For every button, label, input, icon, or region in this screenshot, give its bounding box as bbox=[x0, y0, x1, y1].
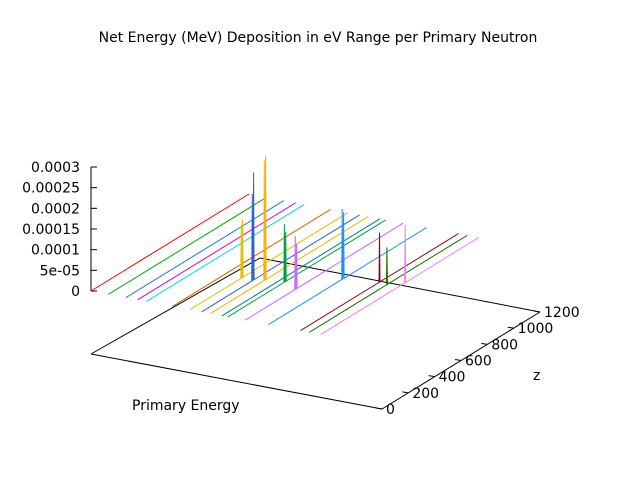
y-tick-mark bbox=[454, 359, 462, 361]
z-tick-label: 5e-05 bbox=[40, 263, 80, 279]
z-tick-label: 0 bbox=[71, 284, 80, 300]
y-tick-mark bbox=[533, 310, 541, 313]
z-tick-label: 0.0002 bbox=[31, 201, 80, 217]
y-tick-label: 1200 bbox=[544, 305, 580, 321]
series-line-12 bbox=[244, 222, 404, 321]
y-tick-label: 600 bbox=[465, 354, 492, 370]
series-layer bbox=[90, 155, 480, 335]
series-line-4 bbox=[137, 202, 296, 301]
z-tick-label: 0.00025 bbox=[22, 181, 80, 197]
series-line-10 bbox=[221, 218, 381, 317]
z-axis-label: z bbox=[533, 368, 540, 384]
series-line-13 bbox=[268, 208, 427, 326]
y-tick-mark bbox=[402, 391, 409, 394]
series-line-14 bbox=[300, 232, 459, 332]
series-line-1 bbox=[90, 193, 250, 292]
x-axis-label: Primary Energy bbox=[132, 398, 240, 414]
y-tick-mark bbox=[481, 342, 488, 345]
y-tick-mark bbox=[507, 326, 514, 329]
z-tick-label: 0.0003 bbox=[31, 160, 80, 176]
y-tick-mark bbox=[375, 407, 383, 410]
y-tick-label: 200 bbox=[412, 386, 439, 402]
series-line-16 bbox=[320, 224, 480, 335]
chart-title: Net Energy (MeV) Deposition in eV Range … bbox=[99, 30, 538, 46]
z-tick-label: 0.0001 bbox=[31, 243, 80, 259]
z-axis-ticks: 0.0003 0.00025 0.0002 0.00015 0.0001 5e-05 0 bbox=[22, 160, 97, 300]
y-tick-label: 1000 bbox=[518, 321, 554, 337]
floor-frame bbox=[90, 257, 541, 410]
series-line-8 bbox=[201, 172, 360, 313]
series-line-9 bbox=[210, 155, 369, 315]
series-line-7 bbox=[189, 212, 349, 311]
floor-edge-left bbox=[90, 257, 261, 355]
y-tick-label: 400 bbox=[439, 370, 466, 386]
series-line-2 bbox=[108, 196, 267, 295]
y-tick-label: 0 bbox=[386, 402, 395, 418]
series-line-11 bbox=[227, 219, 387, 318]
series-line-3 bbox=[125, 200, 285, 299]
floor-edge-front bbox=[90, 353, 383, 410]
y-tick-label: 800 bbox=[491, 337, 518, 353]
y-tick-mark bbox=[428, 375, 435, 378]
z-tick-label: 0.00015 bbox=[22, 222, 80, 238]
series-line-5 bbox=[146, 203, 305, 302]
floor-edge-back bbox=[259, 257, 541, 313]
series-line-15 bbox=[309, 234, 468, 333]
